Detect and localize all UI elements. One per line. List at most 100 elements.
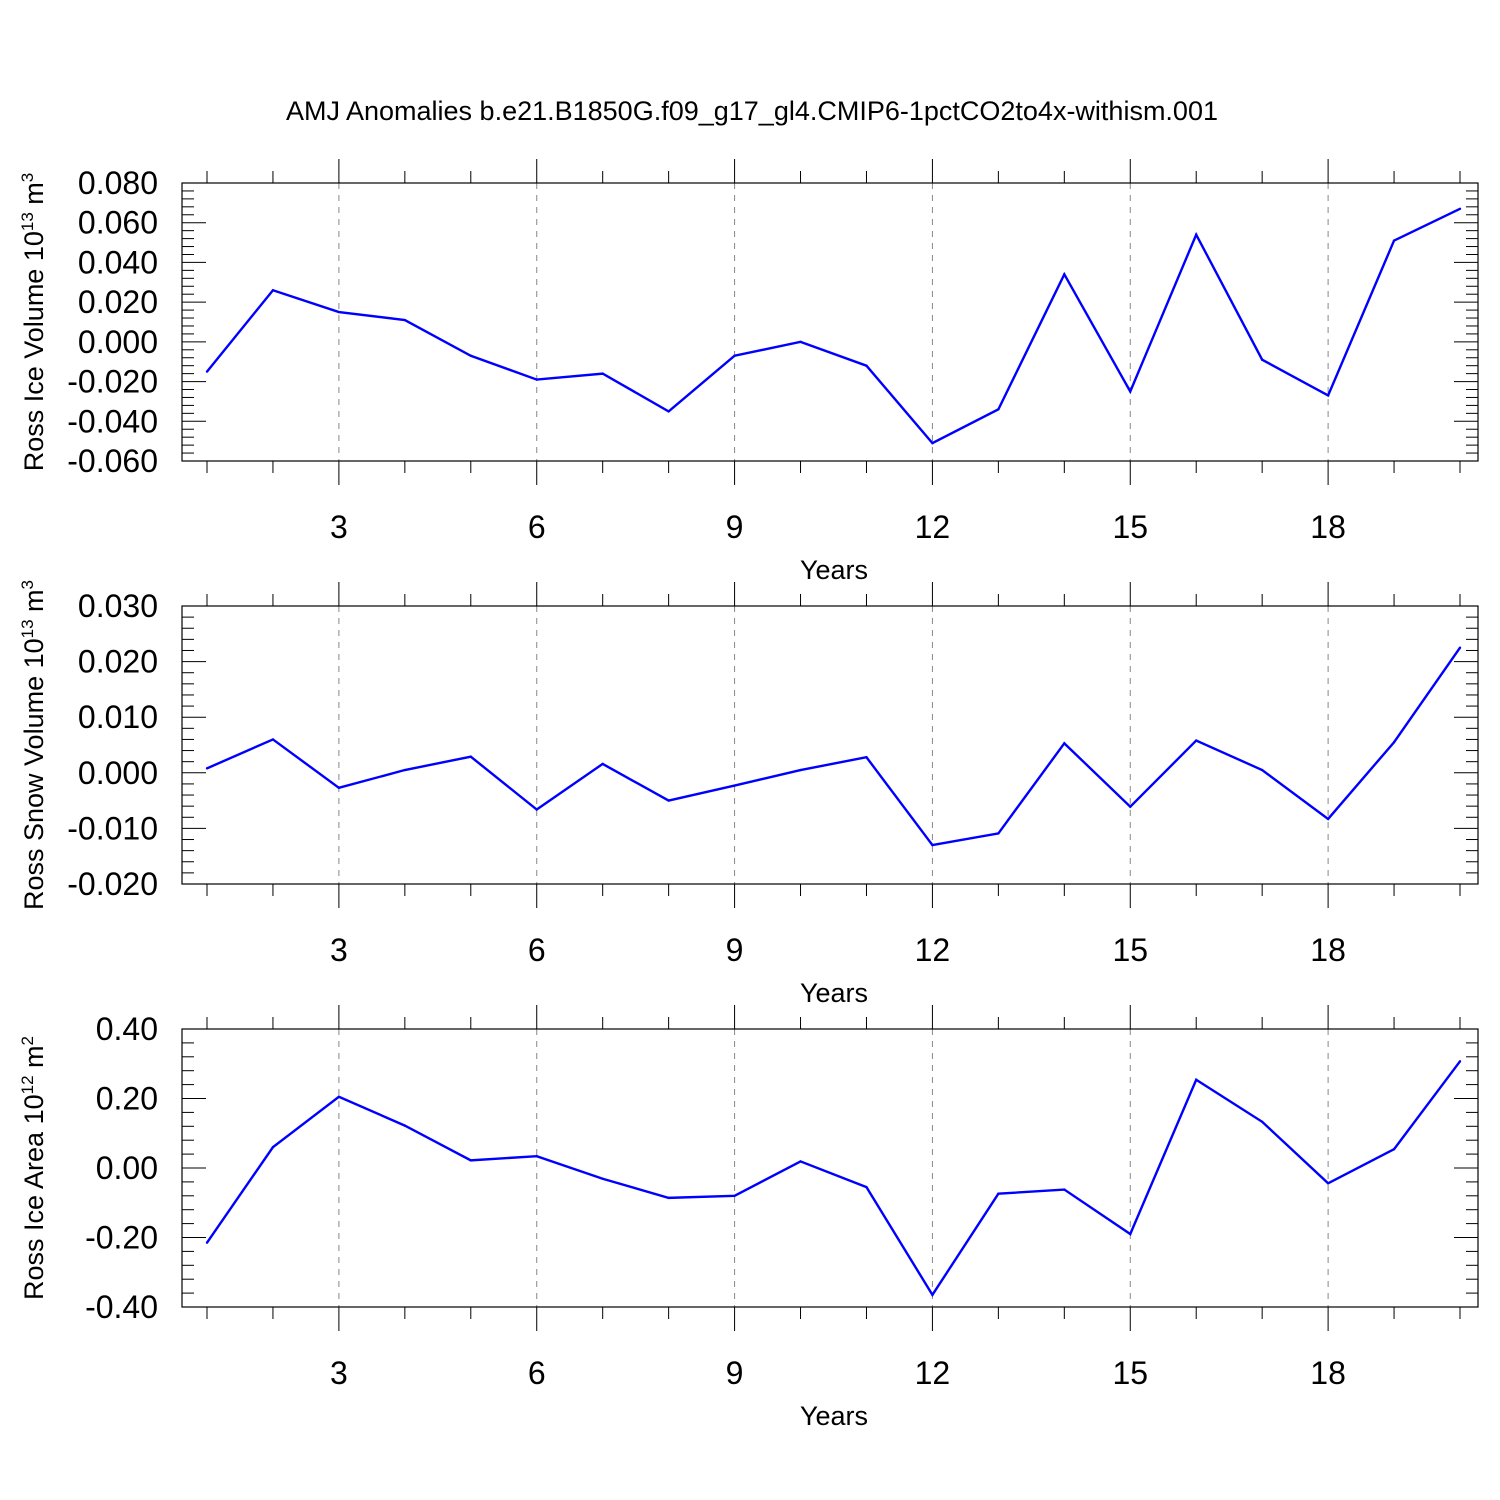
y-axis-title: Ross Ice Volume 1013 m3 xyxy=(18,173,49,472)
data-point xyxy=(271,1145,275,1149)
chart-panel-2: -0.020 -0.010 0.000 0.010 0.020 0.030 3 6 9 12 15 1… xyxy=(18,580,1479,1008)
data-point xyxy=(1063,1188,1066,1191)
y-axis-title-exponent: 12 xyxy=(18,1075,37,1094)
data-point xyxy=(1129,805,1132,808)
y-axis-title-unit: m xyxy=(19,182,49,212)
data-point xyxy=(601,372,604,375)
y-axis-title-text: Ross Ice Volume 10 xyxy=(19,231,49,471)
data-point xyxy=(733,784,736,787)
y-tick-label: 0.000 xyxy=(78,755,158,791)
data-point xyxy=(601,1177,604,1180)
data-point xyxy=(931,441,934,445)
x-tick-label: 6 xyxy=(528,1355,546,1391)
panels: -0.060-0.040-0.0200.0000.0200.0400.0600.… xyxy=(18,159,1479,1431)
data-point xyxy=(205,767,209,770)
data-point xyxy=(403,1124,407,1127)
data-point xyxy=(667,410,670,413)
y-axis-title: Ross Ice Area 1012 m2 xyxy=(18,1036,49,1300)
data-point xyxy=(1392,1148,1396,1151)
series-line xyxy=(206,1060,1461,1298)
data-point xyxy=(469,755,472,758)
data-point xyxy=(1195,739,1198,742)
data-point xyxy=(1195,233,1198,236)
data-point xyxy=(535,378,538,381)
x-tick-label: 18 xyxy=(1310,1355,1346,1391)
x-tick-label: 9 xyxy=(726,1355,744,1391)
y-axis-title-text: Ross Ice Area 10 xyxy=(19,1094,49,1300)
y-tick-label: 0.020 xyxy=(78,284,158,320)
data-point xyxy=(337,786,341,790)
y-tick-label: -0.40 xyxy=(85,1289,158,1325)
y-tick-label: -0.020 xyxy=(67,866,158,902)
data-point xyxy=(535,1154,538,1158)
data-point xyxy=(799,768,802,772)
x-tick-label: 3 xyxy=(330,1355,348,1391)
y-tick-label: 0.060 xyxy=(78,205,158,241)
data-point xyxy=(997,832,1000,835)
x-tick-label: 15 xyxy=(1112,509,1148,545)
data-point xyxy=(403,768,407,772)
x-tick-label: 6 xyxy=(528,932,546,968)
y-tick-label: -0.040 xyxy=(67,403,158,439)
data-point xyxy=(1260,768,1264,772)
data-point xyxy=(1129,390,1132,393)
x-tick-label: 3 xyxy=(330,932,348,968)
y-tick-label: 0.030 xyxy=(78,588,158,624)
x-tick-label: 3 xyxy=(330,509,348,545)
data-point xyxy=(1063,742,1066,745)
x-tick-label: 12 xyxy=(915,932,951,968)
data-point xyxy=(997,408,1000,411)
data-point xyxy=(1326,1182,1330,1185)
x-tick-label: 12 xyxy=(915,1355,951,1391)
y-axis-title: Ross Snow Volume 1013 m3 xyxy=(18,580,49,910)
plot-frame xyxy=(181,605,1479,885)
x-tick-label: 6 xyxy=(528,509,546,545)
data-point xyxy=(865,756,868,759)
data-point xyxy=(271,289,275,292)
data-point xyxy=(865,1185,868,1189)
data-point xyxy=(1392,741,1396,744)
y-axis-title-exponent: 13 xyxy=(18,212,37,231)
y-axis-title-unit-exponent: 3 xyxy=(18,580,37,589)
x-tick-label: 15 xyxy=(1112,1355,1148,1391)
data-point xyxy=(667,799,670,802)
data-point xyxy=(931,843,934,847)
y-tick-label: -0.060 xyxy=(67,443,158,479)
data-point xyxy=(205,1241,209,1244)
data-point xyxy=(799,1160,802,1163)
data-point xyxy=(205,370,209,373)
figure-title: AMJ Anomalies b.e21.B1850G.f09_g17_gl4.C… xyxy=(286,96,1218,126)
x-axis-title: Years xyxy=(800,1401,868,1431)
y-tick-label: -0.020 xyxy=(67,364,158,400)
y-axis-title-text: Ross Snow Volume 10 xyxy=(19,638,49,910)
data-point xyxy=(931,1293,934,1297)
series-line xyxy=(206,207,1461,445)
data-point xyxy=(1458,207,1462,211)
data-point xyxy=(1260,1120,1264,1123)
x-axis-title: Years xyxy=(800,555,868,585)
x-tick-label: 9 xyxy=(726,932,744,968)
data-point xyxy=(1129,1232,1132,1236)
data-point xyxy=(535,808,538,811)
data-point xyxy=(667,1196,670,1200)
data-point xyxy=(469,354,472,357)
y-tick-label: 0.010 xyxy=(78,699,158,735)
data-point xyxy=(337,310,341,314)
x-tick-label: 15 xyxy=(1112,932,1148,968)
data-point xyxy=(469,1159,472,1162)
data-point xyxy=(337,1095,341,1098)
y-tick-label: 0.40 xyxy=(96,1011,158,1047)
data-point xyxy=(1260,358,1264,361)
y-axis-title-unit-exponent: 3 xyxy=(18,173,37,182)
y-tick-label: -0.010 xyxy=(67,810,158,846)
plot-frame xyxy=(181,182,1479,462)
y-axis-title-unit-exponent: 2 xyxy=(18,1036,37,1045)
y-tick-label: 0.080 xyxy=(78,165,158,201)
y-tick-label: 0.00 xyxy=(96,1150,158,1186)
data-point xyxy=(601,762,604,766)
data-point xyxy=(1195,1078,1198,1081)
y-axis-title-unit: m xyxy=(19,1045,49,1075)
data-point xyxy=(1458,1060,1462,1063)
